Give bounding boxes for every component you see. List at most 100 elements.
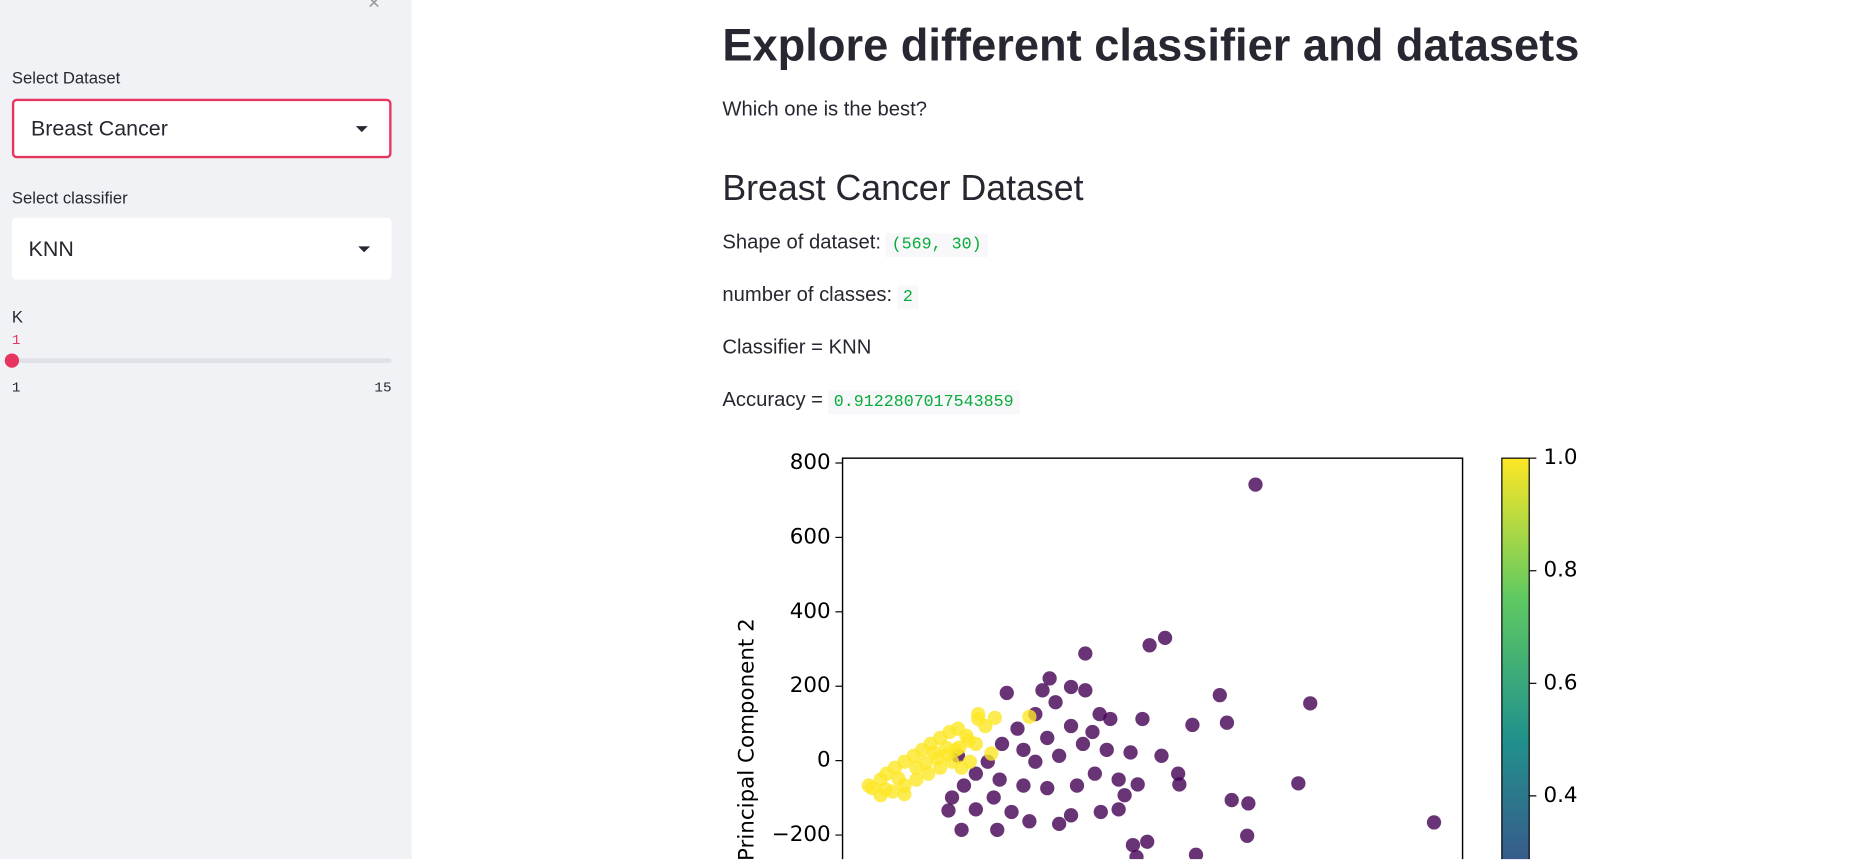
point xyxy=(1188,847,1204,860)
colorbar-tick-label: 0.6 xyxy=(1543,670,1577,695)
point xyxy=(1028,754,1043,769)
k-slider[interactable]: 1 1 15 xyxy=(4,331,392,398)
point xyxy=(1092,706,1107,722)
point xyxy=(921,766,936,781)
point xyxy=(961,733,976,748)
classes-line: number of classes: 2 xyxy=(722,283,919,310)
point xyxy=(968,802,983,817)
point xyxy=(1125,837,1141,853)
plot-frame xyxy=(841,457,1464,860)
point xyxy=(1063,718,1079,734)
point xyxy=(954,822,969,837)
y-tick-label: 400 xyxy=(790,599,831,624)
y-tick-label: 800 xyxy=(790,450,831,475)
point xyxy=(1123,745,1138,760)
point xyxy=(1291,776,1306,791)
dataset-select[interactable]: Breast Cancer xyxy=(11,98,392,159)
dropdown-arrow xyxy=(358,246,371,253)
point xyxy=(1103,711,1118,727)
k-max: 15 xyxy=(374,379,392,397)
point xyxy=(1016,742,1031,757)
point xyxy=(1087,766,1102,781)
point xyxy=(978,718,993,734)
colorbar-tick-label: 1.0 xyxy=(1543,445,1577,470)
point xyxy=(1016,778,1031,793)
point xyxy=(1130,777,1145,792)
accuracy-label: Accuracy = xyxy=(722,387,823,411)
point xyxy=(1224,792,1239,808)
point xyxy=(878,782,893,797)
point xyxy=(1004,804,1019,820)
y-tick-label: −200 xyxy=(772,822,831,847)
point xyxy=(1248,477,1263,492)
point xyxy=(909,772,924,787)
point xyxy=(992,772,1007,787)
classifier-label: Select classifier xyxy=(11,188,128,208)
point xyxy=(1085,724,1100,740)
point xyxy=(986,790,1001,805)
point xyxy=(1171,766,1186,781)
point xyxy=(1078,646,1093,661)
point xyxy=(1052,748,1067,763)
point xyxy=(1040,781,1055,796)
slider-thumb[interactable] xyxy=(4,353,20,368)
point xyxy=(1022,709,1037,724)
point xyxy=(1129,849,1144,860)
point xyxy=(1303,696,1318,711)
close-icon[interactable]: × xyxy=(367,0,381,15)
point xyxy=(1154,748,1169,763)
dataset-header: Breast Cancer Dataset xyxy=(722,168,1084,209)
y-tick-label: 0 xyxy=(817,748,831,773)
point xyxy=(1048,695,1063,710)
dataset-label: Select Dataset xyxy=(11,67,121,87)
shape-line: Shape of dataset: (569, 30) xyxy=(722,230,988,258)
point xyxy=(999,685,1014,701)
classes-label: number of classes: xyxy=(722,283,893,306)
point xyxy=(1042,671,1057,686)
point xyxy=(1426,815,1442,830)
point xyxy=(1140,834,1155,849)
point xyxy=(940,747,955,762)
shape-value: (569, 30) xyxy=(885,233,988,258)
point xyxy=(1111,772,1126,787)
point xyxy=(1241,796,1256,811)
point xyxy=(861,778,876,793)
point xyxy=(1022,814,1037,829)
point xyxy=(1240,828,1255,843)
shape-label: Shape of dataset: xyxy=(722,230,881,254)
point xyxy=(956,778,972,793)
point xyxy=(1117,788,1132,803)
point xyxy=(1075,736,1091,752)
point xyxy=(1063,808,1079,823)
accuracy-value: 0.9122807017543859 xyxy=(827,390,1020,415)
point xyxy=(987,710,1003,725)
subtitle: Which one is the best? xyxy=(722,97,928,121)
point xyxy=(1219,715,1235,730)
point xyxy=(984,746,999,761)
point xyxy=(1093,804,1108,820)
classifier-select[interactable]: KNN xyxy=(11,217,392,280)
slider-track xyxy=(11,358,392,363)
sidebar: × Select Dataset Breast Cancer Select cl… xyxy=(0,0,412,860)
y-tick-label: 200 xyxy=(790,673,831,698)
dataset-value: Breast Cancer xyxy=(30,116,168,140)
page-title: Explore different classifier and dataset… xyxy=(722,21,1580,72)
y-tick-label: 600 xyxy=(790,524,831,549)
point xyxy=(1135,711,1150,727)
classifier-value: KNN xyxy=(28,236,74,261)
point xyxy=(944,790,960,805)
point xyxy=(1099,742,1114,757)
point xyxy=(1063,679,1079,695)
point xyxy=(1212,688,1227,703)
point xyxy=(897,786,912,802)
point xyxy=(1069,778,1085,793)
point xyxy=(1111,802,1126,817)
k-label: K xyxy=(11,307,24,327)
y-axis-label: Principal Component 2 xyxy=(734,618,759,859)
k-value: 1 xyxy=(11,332,21,349)
point xyxy=(990,822,1005,837)
point xyxy=(971,706,986,722)
